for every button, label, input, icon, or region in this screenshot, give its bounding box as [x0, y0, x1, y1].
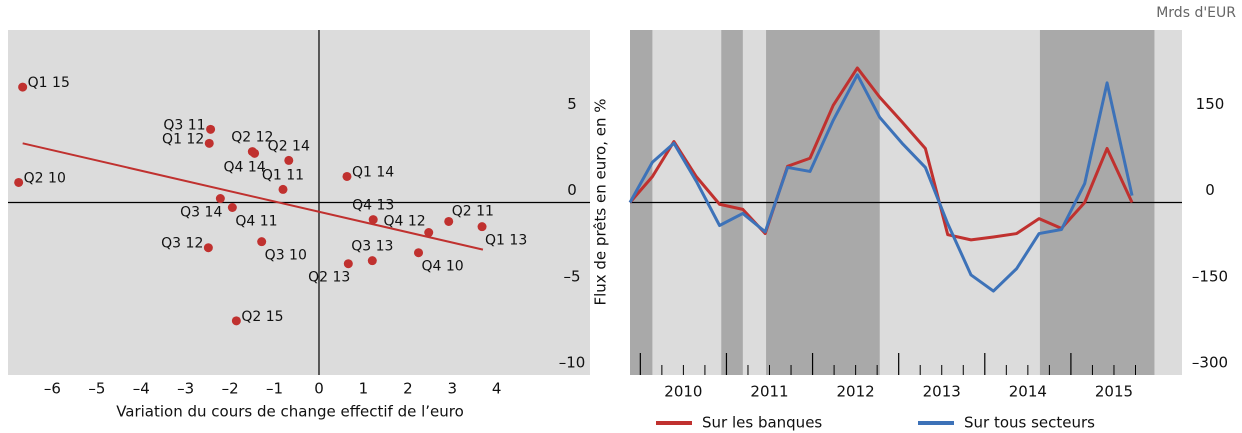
point-label: Q1 11: [262, 167, 304, 183]
x-tick-label: –1: [266, 380, 283, 398]
point-label: Q4 10: [422, 259, 464, 275]
y-axis-title: Flux de prêts en euro, en %: [592, 98, 610, 305]
y-tick-label: 0: [567, 181, 577, 199]
data-point: [215, 194, 225, 204]
y-tick-label: 0: [1205, 181, 1215, 199]
data-point: [342, 171, 352, 181]
data-point: [343, 259, 353, 269]
data-point: [278, 184, 288, 194]
point-label: Q1 12: [162, 131, 204, 147]
x-tick-label: 2013: [923, 383, 961, 401]
data-point: [477, 222, 487, 232]
data-point: [18, 82, 28, 92]
y-tick-label: –10: [559, 354, 586, 372]
data-point: [250, 148, 260, 158]
point-label: Q3 13: [351, 239, 393, 255]
point-label: Q2 13: [308, 270, 350, 286]
x-tick-label: 4: [492, 380, 502, 398]
data-point: [231, 316, 241, 326]
point-label: Q3 11: [163, 117, 205, 133]
data-point: [204, 138, 214, 148]
data-point: [203, 243, 213, 253]
y-tick-label: –150: [1192, 267, 1228, 285]
data-point: [367, 256, 377, 266]
x-tick-label: 3: [448, 380, 458, 398]
x-tick-label: 2010: [664, 383, 702, 401]
series-line: [628, 66, 1134, 242]
point-label: Q2 12: [231, 130, 273, 146]
point-label: Q4 14: [223, 159, 265, 175]
x-tick-label: 1: [359, 380, 369, 398]
point-label: Q4 13: [352, 198, 394, 214]
x-tick-label: –3: [177, 380, 194, 398]
data-point: [284, 155, 294, 165]
series-line: [628, 73, 1134, 293]
data-point: [206, 124, 216, 134]
y-tick-label: –5: [563, 267, 580, 285]
x-tick-label: –5: [88, 380, 105, 398]
y-tick-label: –300: [1192, 354, 1228, 372]
point-label: Q1 14: [352, 164, 394, 180]
point-label: Q3 12: [161, 236, 203, 252]
x-tick-label: 0: [314, 380, 324, 398]
x-tick-label: –6: [44, 380, 61, 398]
x-tick-label: –2: [222, 380, 239, 398]
data-point: [257, 237, 267, 247]
data-point: [227, 203, 237, 213]
data-point: [368, 215, 378, 225]
y-tick-label: 150: [1196, 95, 1225, 113]
x-tick-label: 2015: [1095, 383, 1133, 401]
point-label: Q2 10: [24, 170, 66, 186]
point-label: Q4 11: [235, 214, 277, 230]
x-axis-title: Variation du cours de change effectif de…: [116, 403, 464, 421]
x-tick-label: 2011: [750, 383, 788, 401]
y-tick-label: 5: [567, 95, 577, 113]
legend-label: Sur les banques: [702, 414, 822, 432]
point-label: Q2 15: [241, 309, 283, 325]
point-label: Q1 13: [485, 233, 527, 249]
legend-label: Sur tous secteurs: [964, 414, 1095, 432]
point-label: Q2 11: [452, 203, 494, 219]
data-point: [14, 177, 24, 187]
x-tick-label: 2: [403, 380, 413, 398]
data-point: [444, 216, 454, 226]
point-label: Q1 15: [28, 75, 70, 91]
point-label: Q3 10: [265, 248, 307, 264]
trend-line: [22, 142, 484, 251]
point-label: Q4 12: [384, 214, 426, 230]
point-label: Q3 14: [180, 205, 222, 221]
point-label: Q2 14: [268, 138, 310, 154]
data-point: [424, 228, 434, 238]
x-tick-label: 2014: [1009, 383, 1047, 401]
x-tick-label: 2012: [837, 383, 875, 401]
unit-label: Mrds d'EUR: [1156, 5, 1236, 21]
x-tick-label: –4: [133, 380, 150, 398]
data-point: [414, 248, 424, 258]
